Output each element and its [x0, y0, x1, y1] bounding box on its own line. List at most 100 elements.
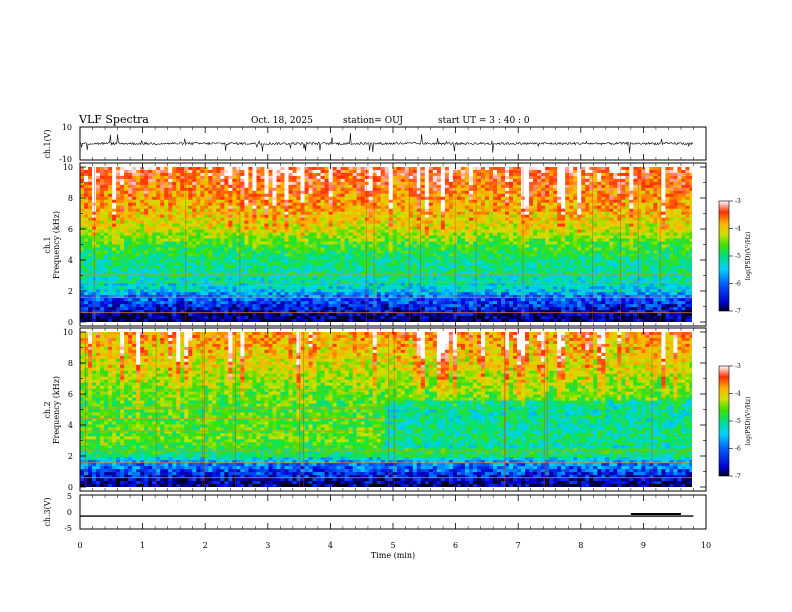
- spectrogram-cell: [144, 205, 149, 210]
- spectrogram-cell: [224, 205, 229, 210]
- spectrogram-cell: [673, 175, 678, 180]
- spectrogram-cell: [533, 256, 538, 260]
- spectrogram-cell: [468, 235, 474, 239]
- spectrogram-cell: [236, 235, 241, 239]
- spectrogram-cell: [416, 256, 422, 260]
- spectrogram-cell: [80, 223, 85, 228]
- spectrogram-cell: [589, 253, 594, 257]
- spectrogram-cell: [553, 220, 558, 225]
- spectrogram-cell: [585, 199, 590, 204]
- spectrogram-cell: [432, 226, 438, 230]
- spectrogram-cell: [637, 178, 642, 183]
- spectrogram-cell: [581, 199, 586, 204]
- spectrogram-cell: [609, 214, 614, 219]
- spectrogram-cell: [168, 208, 173, 213]
- spectrogram-cell: [384, 208, 390, 213]
- spectrogram-cell: [248, 256, 253, 260]
- spectrogram-cell: [561, 193, 566, 198]
- spectrogram-cell: [400, 226, 406, 230]
- spectrogram-cell: [501, 256, 506, 260]
- spectrogram-cell: [472, 178, 478, 183]
- spectrogram-cell: [633, 217, 638, 222]
- spectrogram-cell: [180, 184, 185, 189]
- spectrogram-cell: [685, 232, 690, 236]
- spectrogram-cell: [80, 253, 85, 257]
- spectrogram-cell: [541, 256, 546, 260]
- spectrogram-cell: [168, 167, 173, 171]
- spectrogram-cell: [637, 223, 642, 228]
- spectrogram-cell: [661, 181, 666, 186]
- spectrogram-cell: [685, 229, 690, 233]
- spectrogram-cell: [312, 167, 317, 171]
- spectrogram-cell: [577, 199, 582, 204]
- spectrogram-cell: [561, 190, 566, 195]
- spectrogram-cell: [468, 217, 474, 222]
- spectrogram-cell: [220, 169, 225, 174]
- spectrogram-cell: [88, 202, 93, 207]
- spectrogram-cell: [440, 196, 446, 201]
- spectrogram-cell: [248, 220, 253, 225]
- spectrogram-cell: [256, 223, 261, 228]
- spectrogram-cell: [589, 205, 594, 210]
- spectrogram-cell: [160, 193, 165, 198]
- spectrogram-cell: [116, 190, 121, 195]
- spectrogram-cell: [673, 178, 678, 183]
- spectrogram-cell: [244, 175, 249, 180]
- spectrogram-cell: [420, 181, 426, 186]
- spectrogram-cell: [216, 190, 221, 195]
- spectrogram-cell: [188, 199, 193, 204]
- spectrogram-cell: [212, 220, 217, 225]
- spectrogram-cell: [613, 253, 618, 257]
- spectrogram-cell: [404, 211, 410, 216]
- spectrogram-cell: [436, 187, 442, 192]
- spectrogram-cell: [220, 193, 225, 198]
- spectrogram-cell: [456, 223, 462, 228]
- spectrogram-cell: [428, 232, 434, 236]
- spectrogram-cell: [304, 178, 309, 183]
- spectrogram-cell: [304, 167, 309, 171]
- spectrogram-cell: [332, 187, 338, 192]
- spectrogram-cell: [184, 223, 189, 228]
- spectrogram-cell: [585, 169, 590, 174]
- spectrogram-cell: [657, 241, 662, 245]
- spectrogram-cell: [384, 232, 390, 236]
- spectrogram-cell: [96, 214, 101, 219]
- spectrogram-cell: [404, 178, 410, 183]
- spectrogram-cell: [112, 241, 117, 245]
- spectrogram-cell: [613, 184, 618, 189]
- spectrogram-cell: [368, 190, 374, 195]
- spectrogram-cell: [468, 175, 474, 180]
- spectrogram-cell: [328, 167, 334, 171]
- spectrogram-cell: [677, 205, 682, 210]
- spectrogram-cell: [549, 181, 554, 186]
- spectrogram-cell: [116, 187, 121, 192]
- spectrogram-cell: [320, 202, 325, 207]
- spectrogram-cell: [388, 172, 394, 177]
- spectrogram-cell: [653, 250, 658, 254]
- spectrogram-cell: [196, 232, 201, 236]
- spectrogram-cell: [144, 167, 149, 171]
- spectrogram-cell: [88, 223, 93, 228]
- spectrogram-cell: [228, 241, 233, 245]
- spectrogram-cell: [268, 238, 273, 242]
- spectrogram-cell: [212, 211, 217, 216]
- spectrogram-cell: [673, 241, 678, 245]
- spectrogram-cell: [160, 167, 165, 171]
- spectrogram-cell: [436, 214, 442, 219]
- spectrogram-cell: [637, 172, 642, 177]
- spectrogram-cell: [344, 181, 350, 186]
- spectrogram-cell: [404, 244, 410, 248]
- spectrogram-cell: [553, 169, 558, 174]
- spectrogram-cell: [232, 250, 237, 254]
- spectrogram-cell: [392, 229, 398, 233]
- spectrogram-cell: [232, 211, 237, 216]
- spectrogram-cell: [541, 214, 546, 219]
- spectrogram-cell: [597, 187, 602, 192]
- spectrogram-cell: [525, 181, 530, 186]
- spectrogram-cell: [220, 220, 225, 225]
- spectrogram-cell: [633, 178, 638, 183]
- spectrogram-cell: [585, 167, 590, 171]
- spectrogram-cell: [120, 202, 125, 207]
- spectrogram-cell: [160, 199, 165, 204]
- spectrogram-cell: [300, 196, 305, 201]
